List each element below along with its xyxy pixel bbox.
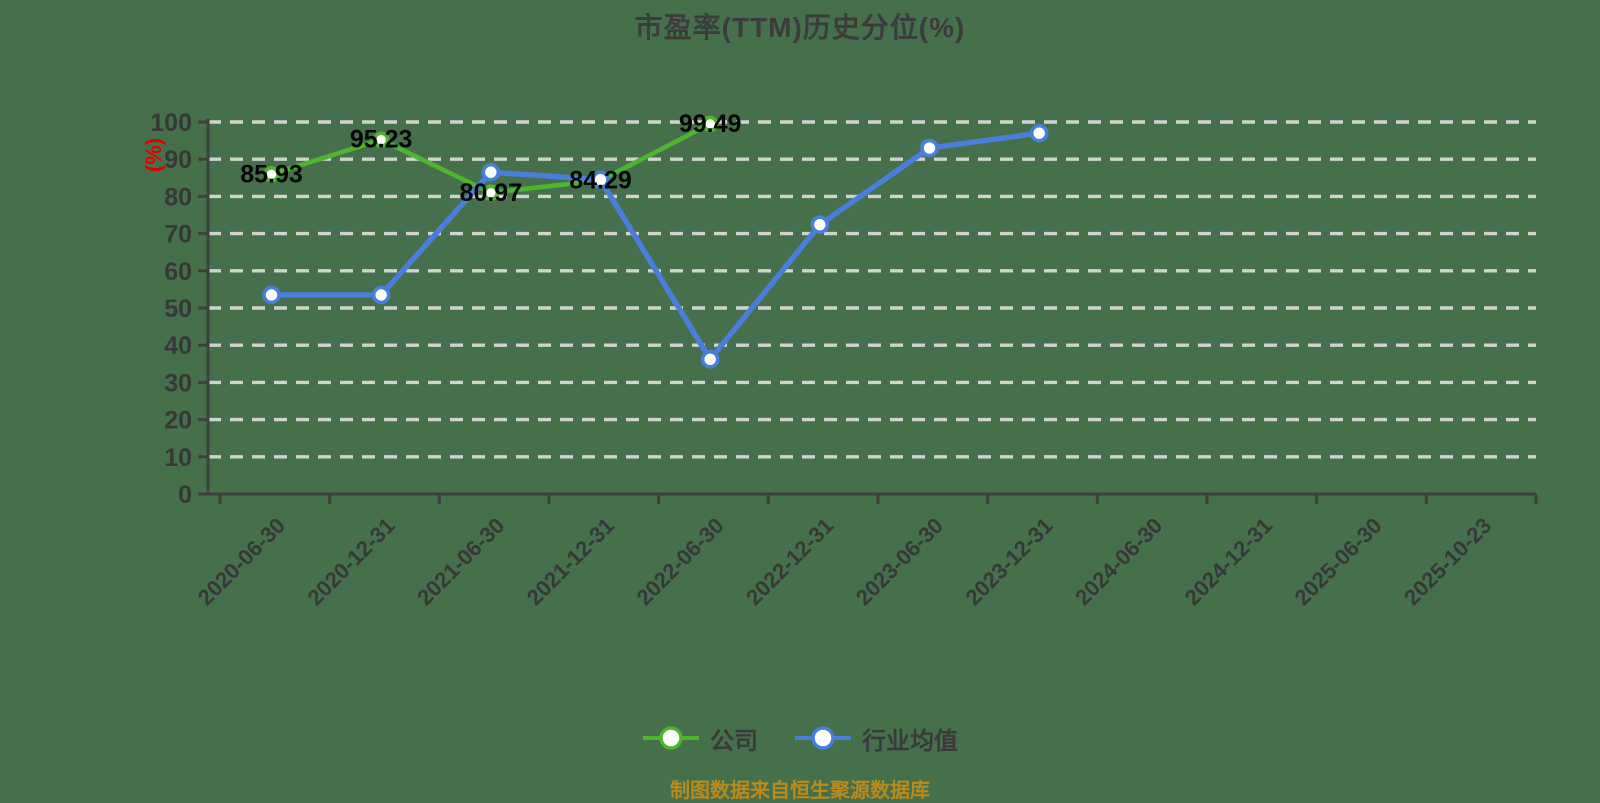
industry-data-point[interactable] (481, 162, 501, 182)
y-axis-tick-label: 100 (150, 109, 192, 137)
data-point-value-label: 99.49 (679, 110, 742, 138)
legend-item-company[interactable]: 公司 (642, 721, 758, 756)
industry-data-point[interactable] (262, 285, 281, 305)
x-axis-tick-label: 2022-06-30 (631, 513, 728, 610)
company-data-point[interactable] (263, 166, 280, 183)
data-source-note: 制图数据来自恒生聚源数据库 (670, 780, 930, 802)
x-axis-tick-label: 2020-12-31 (302, 513, 399, 610)
legend-item-industry-average[interactable]: 行业均值 (794, 721, 958, 756)
data-point-value-label: 95.23 (350, 126, 413, 154)
data-point-value-label: 80.97 (460, 179, 523, 207)
company-data-point[interactable] (701, 115, 719, 133)
y-axis-tick-label: 0 (178, 481, 192, 509)
y-axis-tick-label: 30 (164, 369, 192, 397)
industry-series-legend-icon (795, 726, 851, 750)
x-axis-tick-label: 2023-12-31 (960, 513, 1057, 610)
data-point-value-label: 84.29 (569, 166, 632, 194)
y-axis-tick-label: 70 (164, 221, 192, 249)
legend-label-company: 公司 (710, 727, 758, 755)
x-axis-tick-label: 2020-06-30 (193, 513, 290, 610)
y-axis-tick-label: 50 (164, 295, 192, 323)
company-data-point[interactable] (482, 184, 500, 202)
legend: 公司 行业均值 (0, 718, 1600, 758)
industry-data-point[interactable] (1029, 123, 1049, 143)
industry-data-point[interactable] (920, 138, 939, 158)
x-axis-tick-label: 2025-06-30 (1289, 513, 1386, 610)
x-axis-tick-label: 2021-06-30 (412, 513, 509, 610)
y-axis-tick-label: 20 (164, 407, 192, 435)
y-axis-tick-label: 60 (164, 258, 192, 286)
x-axis-tick-label: 2024-12-31 (1180, 513, 1277, 610)
x-axis-tick-label: 2025-10-23 (1399, 513, 1496, 610)
y-axis-tick-label: 90 (164, 146, 192, 174)
data-point-value-label: 85.93 (240, 160, 303, 188)
y-axis-tick-label: 80 (164, 183, 192, 211)
y-axis-tick-label: 10 (164, 444, 192, 472)
x-axis-tick-label: 2022-12-31 (741, 513, 838, 610)
industry-data-point[interactable] (810, 215, 830, 234)
legend-label-industry-average: 行业均值 (862, 727, 958, 755)
x-axis-tick-label: 2023-06-30 (851, 513, 948, 610)
chart-title: 市盈率(TTM)历史分位(%) (634, 12, 966, 43)
industry-data-point[interactable] (700, 350, 720, 369)
company-data-point[interactable] (372, 131, 390, 149)
industry-series-line (268, 130, 1042, 363)
x-axis-tick-label: 2024-06-30 (1070, 513, 1167, 610)
y-axis-tick-label: 40 (164, 332, 192, 360)
company-series-legend-icon (643, 726, 699, 750)
industry-data-point[interactable] (371, 285, 391, 305)
industry-data-point[interactable] (591, 170, 610, 189)
x-axis-tick-label: 2021-12-31 (522, 513, 619, 610)
